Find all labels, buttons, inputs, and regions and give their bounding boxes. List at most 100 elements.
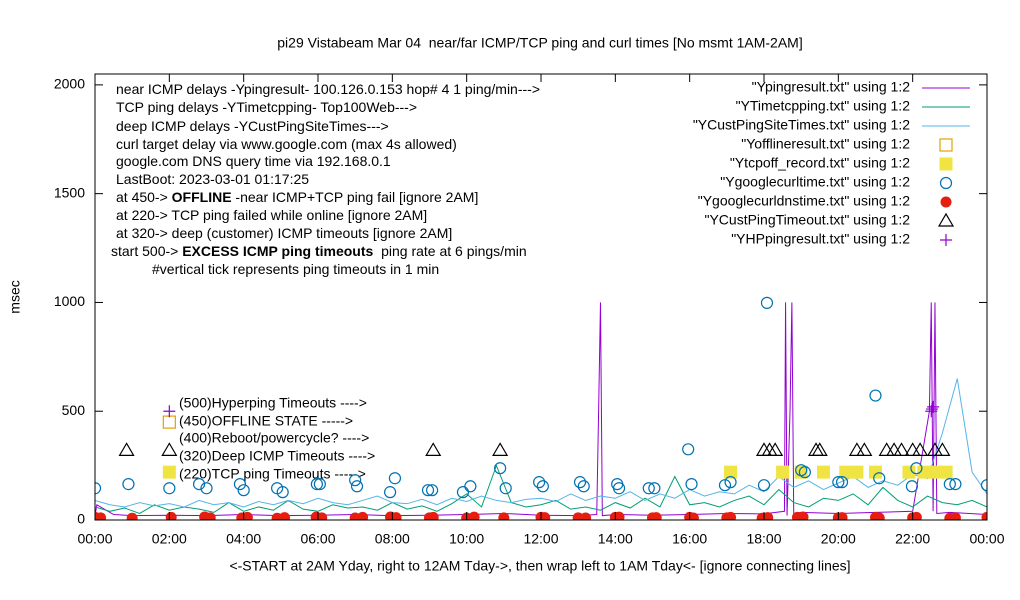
annotation-text: LastBoot: 2023-03-01 01:17:25 bbox=[116, 171, 309, 187]
point bbox=[910, 511, 922, 520]
point bbox=[925, 403, 938, 416]
point bbox=[350, 480, 364, 493]
annotation: google.com DNS query time via 192.168.0.… bbox=[116, 153, 391, 169]
point bbox=[648, 482, 661, 495]
annotation: at 220-> TCP ping failed while online [i… bbox=[116, 207, 427, 223]
point bbox=[725, 511, 737, 520]
key-note: (450)OFFLINE STATE -----> bbox=[179, 413, 353, 429]
point bbox=[927, 400, 940, 413]
point bbox=[757, 479, 771, 492]
key-note: (220)TCP ping Timeouts -----> bbox=[179, 466, 366, 482]
annotation: at 450-> OFFLINE -near ICMP+TCP ping fai… bbox=[116, 189, 478, 205]
point bbox=[577, 480, 590, 493]
point bbox=[118, 442, 135, 456]
point bbox=[856, 442, 873, 456]
point bbox=[917, 465, 931, 479]
point bbox=[939, 465, 953, 479]
annotation-text: near ICMP delays -Ypingresult- 100.126.0… bbox=[116, 81, 540, 97]
series-line bbox=[95, 464, 987, 515]
point bbox=[724, 465, 738, 479]
annotation-text: google.com DNS query time via 192.168.0.… bbox=[116, 153, 391, 169]
point bbox=[384, 486, 397, 499]
annotation-text: curl target delay via www.google.com (ma… bbox=[116, 136, 457, 152]
point bbox=[850, 465, 864, 479]
legend-label: "Ygooglecurldnstime.txt" using 1:2 bbox=[698, 193, 910, 209]
legend-swatch bbox=[939, 157, 953, 171]
annotation: TCP ping delays -YTimetcpping- Top100Web… bbox=[116, 99, 417, 115]
key-note: (400)Reboot/powercycle? ----> bbox=[179, 430, 369, 446]
point bbox=[426, 484, 439, 497]
point bbox=[126, 512, 138, 520]
y-tick-label: 2000 bbox=[54, 76, 85, 92]
point bbox=[464, 480, 477, 493]
point bbox=[811, 442, 828, 456]
point bbox=[934, 442, 951, 456]
annotation-text: at 450-> bbox=[116, 189, 172, 205]
legend-label: "YTimetcpping.txt" using 1:2 bbox=[736, 98, 911, 114]
x-tick-label: 22:00 bbox=[895, 531, 930, 547]
point bbox=[943, 478, 956, 491]
annotation-text: -near ICMP+TCP ping fail [ignore 2AM] bbox=[232, 189, 479, 205]
point bbox=[724, 476, 737, 489]
point bbox=[836, 512, 848, 520]
point bbox=[279, 512, 291, 520]
y-tick-label: 0 bbox=[77, 511, 85, 527]
x-tick-label: 18:00 bbox=[746, 531, 781, 547]
point bbox=[161, 442, 178, 456]
annotation: near ICMP delays -Ypingresult- 100.126.0… bbox=[116, 81, 540, 97]
annotation-text: deep ICMP delays -YCustPingSiteTimes---> bbox=[116, 118, 389, 134]
point bbox=[612, 482, 626, 495]
x-tick-label: 10:00 bbox=[449, 531, 484, 547]
point bbox=[200, 482, 213, 495]
point bbox=[687, 512, 699, 520]
legend-label: "YHPpingresult.txt" using 1:2 bbox=[731, 231, 910, 247]
point bbox=[539, 512, 551, 520]
legend-swatch bbox=[940, 234, 952, 246]
point bbox=[494, 462, 507, 475]
point bbox=[492, 442, 509, 456]
point bbox=[192, 478, 206, 491]
point bbox=[613, 511, 625, 520]
point bbox=[794, 465, 808, 479]
point bbox=[165, 511, 177, 520]
x-tick-label: 20:00 bbox=[821, 531, 856, 547]
annotation: LastBoot: 2023-03-01 01:17:25 bbox=[116, 171, 309, 187]
x-tick-label: 08:00 bbox=[375, 531, 410, 547]
y-tick-label: 1000 bbox=[54, 293, 85, 309]
y-tick-label: 1500 bbox=[54, 184, 85, 200]
annotation: start 500-> EXCESS ICMP ping timeouts pi… bbox=[111, 243, 527, 259]
point bbox=[893, 442, 910, 456]
point bbox=[388, 472, 402, 485]
annotation-text: TCP ping delays -YTimetcpping- Top100Web… bbox=[116, 99, 417, 115]
x-tick-label: 16:00 bbox=[672, 531, 707, 547]
annotation: #vertical tick represents ping timeouts … bbox=[152, 261, 439, 277]
plot-frame bbox=[94, 73, 988, 521]
chart-title: pi29 Vistabeam Mar 04 near/far ICMP/TCP … bbox=[277, 35, 802, 51]
x-tick-label: 00:00 bbox=[77, 531, 112, 547]
point bbox=[421, 484, 435, 497]
point bbox=[204, 512, 216, 520]
annotation-text: at 220-> TCP ping failed while online [i… bbox=[116, 207, 427, 223]
point bbox=[95, 512, 107, 520]
point bbox=[816, 465, 830, 479]
point bbox=[905, 480, 919, 493]
legend-label: "Ygooglecurltime.txt" using 1:2 bbox=[720, 174, 910, 190]
legend-label: "YCustPingSiteTimes.txt" using 1:2 bbox=[693, 117, 910, 133]
annotation: curl target delay via www.google.com (ma… bbox=[116, 136, 457, 152]
point bbox=[762, 512, 774, 520]
annotation-text: start 500-> bbox=[111, 243, 182, 259]
point bbox=[276, 486, 289, 499]
point bbox=[835, 476, 849, 489]
point bbox=[873, 472, 886, 485]
annotations: near ICMP delays -Ypingresult- 100.126.0… bbox=[111, 81, 540, 482]
annotation-text: OFFLINE bbox=[172, 189, 232, 205]
annotation-text: at 320-> deep (customer) ICMP timeouts [… bbox=[116, 225, 452, 241]
y-tick-label: 500 bbox=[62, 402, 86, 418]
x-tick-label: 06:00 bbox=[300, 531, 335, 547]
point bbox=[873, 512, 885, 520]
legend-swatch bbox=[940, 196, 952, 208]
annotation-text: EXCESS ICMP ping timeouts bbox=[182, 243, 373, 259]
point bbox=[536, 480, 549, 493]
legend-swatch bbox=[937, 212, 955, 227]
